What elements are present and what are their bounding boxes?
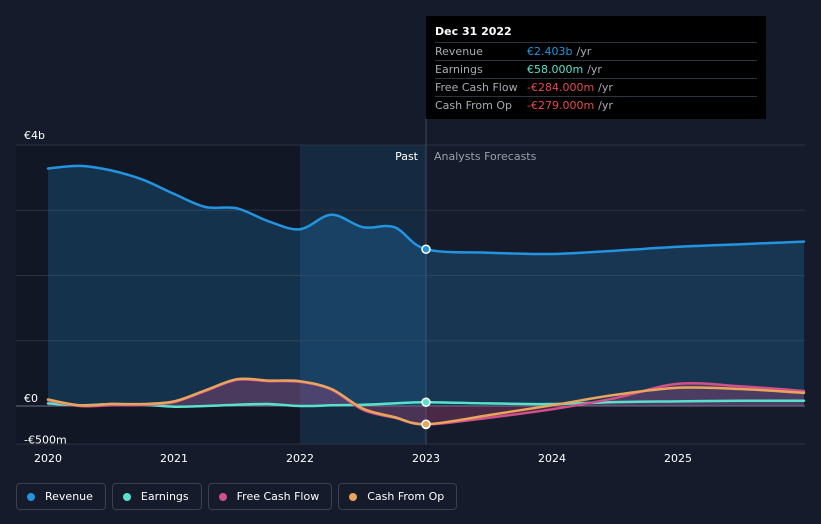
x-tick-label: 2024 <box>538 452 566 465</box>
y-tick-label: €0 <box>24 392 38 405</box>
legend: Revenue Earnings Free Cash Flow Cash Fro… <box>16 483 458 510</box>
tooltip-row-free-cash-flow: Free Cash Flow -€284.000m /yr <box>435 78 757 96</box>
tooltip-unit: /yr <box>598 99 613 112</box>
free-cash-flow-area <box>48 379 804 425</box>
tooltip-row-earnings: Earnings €58.000m /yr <box>435 60 757 78</box>
tooltip-value: -€284.000m <box>527 81 595 94</box>
revenue-line <box>46 164 806 256</box>
legend-item-revenue[interactable]: Revenue <box>16 483 106 510</box>
tooltip-value: -€279.000m <box>527 99 595 112</box>
earnings-point <box>421 397 431 407</box>
cash-from-op-line <box>46 377 806 426</box>
tooltip-label: Earnings <box>435 63 483 76</box>
past-label: Past <box>395 150 419 163</box>
legend-label: Revenue <box>45 490 93 503</box>
x-tick-label: 2020 <box>34 452 62 465</box>
legend-item-free-cash-flow[interactable]: Free Cash Flow <box>207 483 333 510</box>
forecast-label: Analysts Forecasts <box>434 150 537 163</box>
tooltip-value: €58.000m <box>527 63 584 76</box>
tooltip-unit: /yr <box>598 81 613 94</box>
revenue-area <box>48 165 804 406</box>
x-tick-label: 2025 <box>664 452 692 465</box>
x-tick-label: 2022 <box>286 452 314 465</box>
tooltip-unit: /yr <box>587 63 602 76</box>
legend-item-cash-from-op[interactable]: Cash From Op <box>338 483 458 510</box>
legend-dot-icon <box>218 492 227 501</box>
y-tick-label: -€500m <box>24 434 67 447</box>
tooltip-label: Cash From Op <box>435 99 513 112</box>
revenue-point <box>421 244 431 254</box>
legend-item-earnings[interactable]: Earnings <box>111 483 202 510</box>
legend-label: Cash From Op <box>367 490 445 503</box>
y-tick-label: €4b <box>24 129 45 142</box>
x-tick-label: 2021 <box>160 452 188 465</box>
legend-dot-icon <box>27 492 35 501</box>
tooltip-date: Dec 31 2022 <box>435 25 512 38</box>
tooltip-label: Revenue <box>435 45 483 58</box>
tooltip-unit: /yr <box>576 45 592 58</box>
legend-label: Earnings <box>140 490 189 503</box>
tooltip-row-cash-from-op: Cash From Op -€279.000m /yr <box>435 96 757 114</box>
tooltip-label: Free Cash Flow <box>435 81 518 94</box>
cash-from-op-point <box>421 419 431 429</box>
legend-dot-icon <box>122 492 131 501</box>
tooltip-row-revenue: Revenue €2.403b /yr <box>435 42 757 60</box>
legend-dot-icon <box>349 492 358 501</box>
tooltip: Dec 31 2022 Revenue €2.403b /yr Earnings… <box>426 16 766 119</box>
chart-area: Past Analysts Forecasts €4b €0 -€500m 2020 2… <box>16 118 806 465</box>
tooltip-value: €2.403b <box>527 45 573 58</box>
x-tick-label: 2023 <box>412 452 440 465</box>
legend-label: Free Cash Flow <box>236 490 320 503</box>
highlight-region <box>300 145 426 444</box>
